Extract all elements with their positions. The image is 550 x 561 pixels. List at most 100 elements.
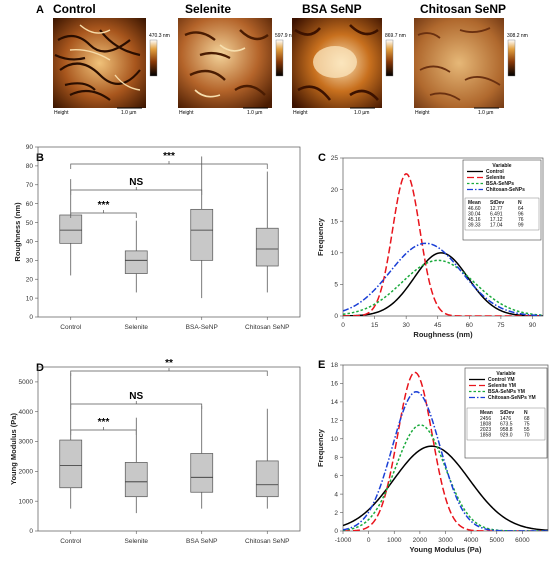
- x-tick-label: 60: [466, 322, 474, 329]
- y-tick-label: 15: [331, 218, 339, 225]
- afm-texture: [54, 29, 141, 101]
- x-tick-label: 75: [497, 322, 505, 329]
- afm-height-label: Height: [179, 110, 194, 116]
- y-tick-label: 25: [331, 155, 339, 162]
- afm-title: Selenite: [185, 2, 231, 16]
- afm-colorbar: [507, 39, 516, 77]
- x-axis-label: Young Modulus (Pa): [410, 545, 482, 554]
- y-tick-label: 90: [26, 144, 34, 151]
- box: [59, 214, 83, 244]
- x-tick-label: 6000: [515, 537, 530, 544]
- x-tick-label: 30: [403, 322, 411, 329]
- x-axis-label: Roughness (nm): [413, 330, 473, 339]
- legend-label: BSA-SeNPs: [486, 181, 514, 187]
- series-line-control: [343, 252, 543, 316]
- x-tick-label: 5000: [490, 537, 505, 544]
- series-lines: [343, 173, 543, 316]
- x-tick-label: BSA SeNP: [186, 538, 217, 545]
- y-tick-label: 0: [29, 314, 33, 321]
- x-tick-label: 2000: [413, 537, 428, 544]
- x-tick-label: Control: [60, 324, 82, 331]
- x-tick-label: Chitosan SeNP: [245, 324, 289, 331]
- afm-scale-label: 308.2 nm: [507, 33, 528, 39]
- box: [124, 462, 148, 498]
- box: [255, 227, 279, 267]
- y-tick-label: 30: [26, 258, 34, 265]
- afm-highlights: [313, 46, 357, 78]
- panel-letter-a: A: [36, 4, 44, 16]
- significance-label: NS: [129, 391, 143, 402]
- afm-texture: [417, 27, 501, 101]
- significance-label: NS: [129, 177, 143, 188]
- y-axis-label: Roughness (nm): [13, 202, 22, 262]
- legend-label: Selenite YM: [488, 383, 516, 389]
- legend-table-mean: 30.04: [468, 212, 481, 218]
- y-tick-label: 40: [26, 239, 34, 246]
- y-tick-label: 20: [26, 276, 34, 283]
- afm-panel: Control 470.3 nm Height 1.0 µm Selenite …: [53, 2, 528, 116]
- y-tick-label: 2: [334, 510, 338, 517]
- y-tick-label: 0: [29, 528, 33, 535]
- box: [255, 460, 279, 498]
- plot-frame: [37, 366, 301, 532]
- significance-bracket: [70, 403, 203, 409]
- legend-table-header: N: [518, 200, 522, 206]
- x-tick-label: Control: [60, 538, 82, 545]
- legend-table-n: 55: [524, 427, 530, 433]
- x-tick-label: Chitosan SeNP: [245, 538, 289, 545]
- afm-bar-label: 1.0 µm: [478, 110, 493, 116]
- afm-bar-label: 1.0 µm: [121, 110, 136, 116]
- legend-table-stdev: 958.8: [500, 427, 513, 433]
- legend-table-header: Mean: [480, 410, 493, 416]
- legend-table-mean: 45.16: [468, 217, 481, 223]
- afm-scale-label: 470.3 nm: [149, 33, 170, 39]
- legend-table-stdev: 1476: [500, 416, 511, 422]
- significance-bracket: [70, 429, 137, 435]
- afm-image-bsa-senp: BSA SeNP 869.7 nm Height 1.0 µm: [292, 2, 406, 116]
- legend-table-n: 96: [518, 212, 524, 218]
- x-tick-label: 0: [367, 537, 371, 544]
- legend-table-stdev: 12.77: [490, 206, 503, 212]
- legend-table-mean: 39.33: [468, 223, 481, 229]
- legend-table-mean: 1858: [480, 433, 491, 439]
- significance-label: ***: [98, 200, 110, 211]
- legend-table-stdev: 6.491: [490, 212, 503, 218]
- x-tick-label: 90: [529, 322, 537, 329]
- legend-label: BSA-SeNPs YM: [488, 389, 525, 395]
- y-tick-label: 2000: [19, 469, 34, 476]
- legend-table-mean: 46.60: [468, 206, 481, 212]
- series-line-selenite-ym: [343, 371, 548, 531]
- afm-title: Control: [53, 2, 96, 16]
- x-tick-label: 4000: [464, 537, 479, 544]
- significance-label: ***: [98, 417, 110, 428]
- x-tick-label: -1000: [335, 537, 352, 544]
- afm-image-selenite: Selenite 597.9 nm Height 1.0 µm: [178, 2, 296, 116]
- significance-bracket: [70, 163, 268, 169]
- y-tick-label: 8: [334, 454, 338, 461]
- roughness-distribution: 0 15 30 45 60 75 90 0 5 10 15 20 25 Roughness (nm) Fre…: [316, 155, 544, 339]
- y-tick-label: 1000: [19, 498, 34, 505]
- afm-image: [414, 18, 504, 108]
- x-tick-label: 15: [371, 322, 379, 329]
- y-tick-label: 14: [331, 399, 339, 406]
- young-modulus-distribution: -1000 0 1000 2000 3000 4000 5000 60000246810121…: [316, 362, 549, 554]
- legend-table-stdev: 929.0: [500, 433, 513, 439]
- afm-colorbar: [385, 39, 394, 77]
- significance-label: ***: [163, 151, 175, 162]
- afm-image: [178, 18, 272, 108]
- afm-image-control: Control 470.3 nm Height 1.0 µm: [53, 2, 170, 116]
- box: [190, 453, 214, 493]
- x-tick-label: BSA-SeNP: [186, 324, 218, 331]
- legend-table-n: 76: [518, 217, 524, 223]
- y-tick-label: 18: [331, 362, 339, 369]
- afm-title: BSA SeNP: [302, 2, 362, 16]
- legend-table-n: 70: [524, 433, 530, 439]
- afm-height-label: Height: [54, 110, 69, 116]
- afm-scale-label: 869.7 nm: [385, 33, 406, 39]
- y-tick-label: 5: [334, 282, 338, 289]
- panel-letter-b: B: [36, 152, 44, 164]
- x-tick-label: Selenite: [125, 538, 149, 545]
- x-tick-label: 45: [434, 322, 442, 329]
- panel-letter-c: C: [318, 152, 326, 164]
